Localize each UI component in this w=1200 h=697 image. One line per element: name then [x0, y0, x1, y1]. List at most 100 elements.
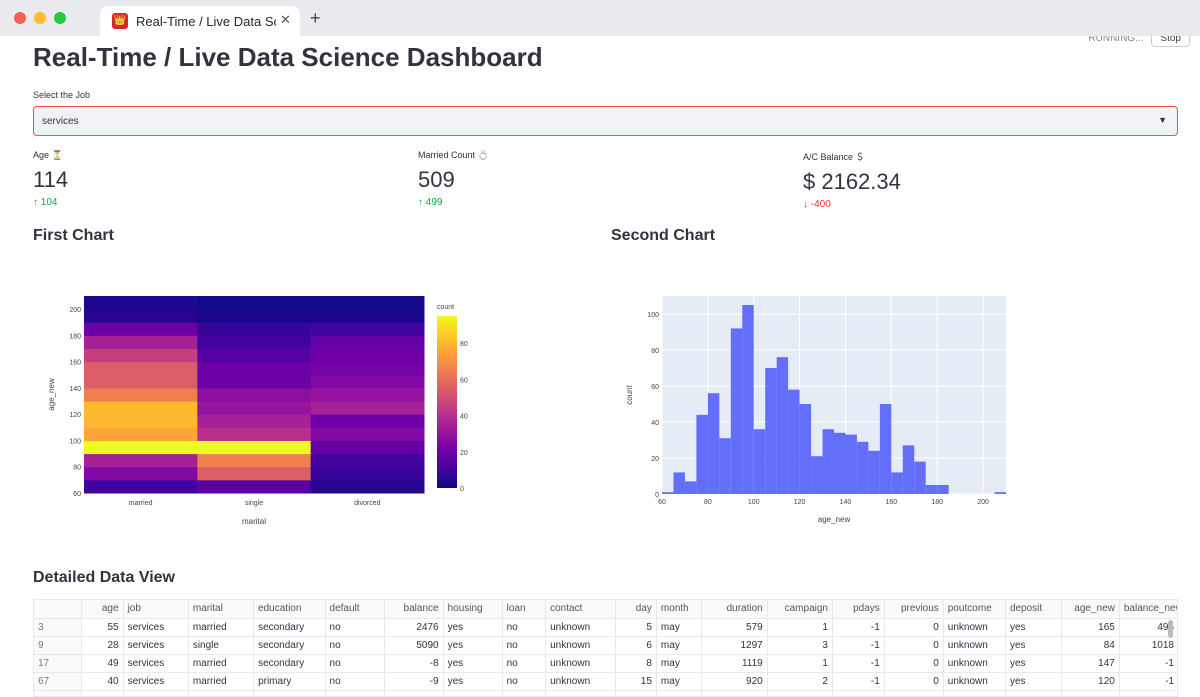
- table-cell[interactable]: 84: [1061, 636, 1120, 655]
- table-cell[interactable]: [384, 690, 444, 696]
- table-cell[interactable]: [1005, 690, 1062, 696]
- column-header[interactable]: housing: [443, 600, 503, 619]
- table-cell[interactable]: 0: [884, 672, 944, 691]
- table-cell[interactable]: [443, 690, 503, 696]
- table-cell[interactable]: 1018: [1119, 636, 1177, 655]
- table-cell[interactable]: unknown: [545, 636, 616, 655]
- table-cell[interactable]: 0: [884, 618, 944, 637]
- column-header[interactable]: education: [253, 600, 326, 619]
- table-cell[interactable]: -1: [832, 672, 885, 691]
- table-row[interactable]: 3 55 services married secondary no 2476 yes no un…: [34, 618, 1177, 637]
- column-header[interactable]: day: [615, 600, 657, 619]
- table-cell[interactable]: single: [188, 636, 255, 655]
- table-cell[interactable]: unknown: [943, 654, 1006, 673]
- table-cell[interactable]: married: [188, 654, 255, 673]
- table-cell[interactable]: no: [325, 672, 385, 691]
- table-cell[interactable]: [502, 690, 547, 696]
- browser-tab[interactable]: 👑 Real-Time / Live Data Sc ✕: [100, 6, 300, 36]
- column-header[interactable]: poutcome: [943, 600, 1006, 619]
- table-cell[interactable]: 28: [81, 636, 124, 655]
- table-cell[interactable]: 2476: [384, 618, 444, 637]
- table-cell[interactable]: no: [502, 672, 547, 691]
- table-cell[interactable]: 5090: [384, 636, 444, 655]
- table-cell[interactable]: -9: [384, 672, 444, 691]
- table-cell[interactable]: unknown: [943, 618, 1006, 637]
- table-cell[interactable]: [81, 690, 124, 696]
- maximize-window-button[interactable]: [54, 12, 66, 24]
- table-cell[interactable]: services: [123, 654, 189, 673]
- table-cell[interactable]: [1119, 690, 1177, 696]
- table-row[interactable]: 67 40 services married primary no -9 yes no unkno…: [34, 672, 1177, 691]
- table-row[interactable]: [34, 690, 1177, 696]
- table-cell[interactable]: yes: [443, 636, 503, 655]
- table-cell[interactable]: 1: [767, 654, 833, 673]
- table-cell[interactable]: yes: [1005, 654, 1062, 673]
- table-cell[interactable]: yes: [1005, 636, 1062, 655]
- column-header[interactable]: pdays: [832, 600, 885, 619]
- table-cell[interactable]: yes: [443, 654, 503, 673]
- table-cell[interactable]: 55: [81, 618, 124, 637]
- table-cell[interactable]: 9: [34, 636, 83, 655]
- table-cell[interactable]: 920: [701, 672, 768, 691]
- job-select[interactable]: services ▼: [33, 106, 1178, 136]
- table-cell[interactable]: services: [123, 672, 189, 691]
- table-cell[interactable]: secondary: [253, 618, 326, 637]
- table-cell[interactable]: 3: [34, 618, 83, 637]
- table-cell[interactable]: -1: [832, 654, 885, 673]
- column-header[interactable]: balance_new: [1119, 600, 1177, 619]
- table-cell[interactable]: services: [123, 636, 189, 655]
- table-cell[interactable]: secondary: [253, 654, 326, 673]
- table-cell[interactable]: yes: [1005, 618, 1062, 637]
- table-cell[interactable]: unknown: [545, 672, 616, 691]
- table-cell[interactable]: [34, 690, 83, 696]
- table-cell[interactable]: 3: [767, 636, 833, 655]
- table-cell[interactable]: -1: [832, 618, 885, 637]
- table-cell[interactable]: no: [502, 636, 547, 655]
- table-cell[interactable]: [188, 690, 255, 696]
- table-cell[interactable]: may: [656, 618, 703, 637]
- close-tab-icon[interactable]: ✕: [280, 12, 291, 27]
- column-header[interactable]: age: [81, 600, 124, 619]
- table-cell[interactable]: no: [325, 654, 385, 673]
- table-cell[interactable]: 15: [615, 672, 657, 691]
- table-cell[interactable]: [943, 690, 1006, 696]
- table-cell[interactable]: unknown: [545, 618, 616, 637]
- column-header[interactable]: deposit: [1005, 600, 1062, 619]
- table-cell[interactable]: unknown: [943, 636, 1006, 655]
- table-cell[interactable]: [1061, 690, 1120, 696]
- table-cell[interactable]: yes: [1005, 672, 1062, 691]
- table-cell[interactable]: 49: [81, 654, 124, 673]
- data-table[interactable]: age job marital education default balance hous…: [34, 600, 1177, 696]
- table-cell[interactable]: 17: [34, 654, 83, 673]
- column-header[interactable]: marital: [188, 600, 255, 619]
- table-cell[interactable]: primary: [253, 672, 326, 691]
- column-header[interactable]: job: [123, 600, 189, 619]
- table-cell[interactable]: [884, 690, 944, 696]
- column-header[interactable]: duration: [701, 600, 768, 619]
- table-cell[interactable]: [253, 690, 326, 696]
- table-cell[interactable]: [545, 690, 616, 696]
- table-cell[interactable]: services: [123, 618, 189, 637]
- table-cell[interactable]: 8: [615, 654, 657, 673]
- table-cell[interactable]: 6: [615, 636, 657, 655]
- table-cell[interactable]: [767, 690, 833, 696]
- column-header[interactable]: loan: [502, 600, 547, 619]
- column-header[interactable]: default: [325, 600, 385, 619]
- table-cell[interactable]: may: [656, 672, 703, 691]
- table-cell[interactable]: may: [656, 636, 703, 655]
- table-cell[interactable]: [656, 690, 703, 696]
- table-row[interactable]: 9 28 services single secondary no 5090 yes no unk…: [34, 636, 1177, 655]
- table-cell[interactable]: 0: [884, 654, 944, 673]
- table-cell[interactable]: 0: [884, 636, 944, 655]
- table-cell[interactable]: 579: [701, 618, 768, 637]
- column-header[interactable]: [34, 600, 83, 619]
- table-cell[interactable]: 5: [615, 618, 657, 637]
- table-row[interactable]: 17 49 services married secondary no -8 yes no unk…: [34, 654, 1177, 673]
- new-tab-button[interactable]: +: [310, 8, 321, 28]
- column-header[interactable]: previous: [884, 600, 944, 619]
- table-cell[interactable]: [615, 690, 657, 696]
- table-cell[interactable]: 40: [81, 672, 124, 691]
- table-cell[interactable]: married: [188, 618, 255, 637]
- chevron-down-icon[interactable]: ▼: [1158, 115, 1167, 125]
- table-cell[interactable]: 1119: [701, 654, 768, 673]
